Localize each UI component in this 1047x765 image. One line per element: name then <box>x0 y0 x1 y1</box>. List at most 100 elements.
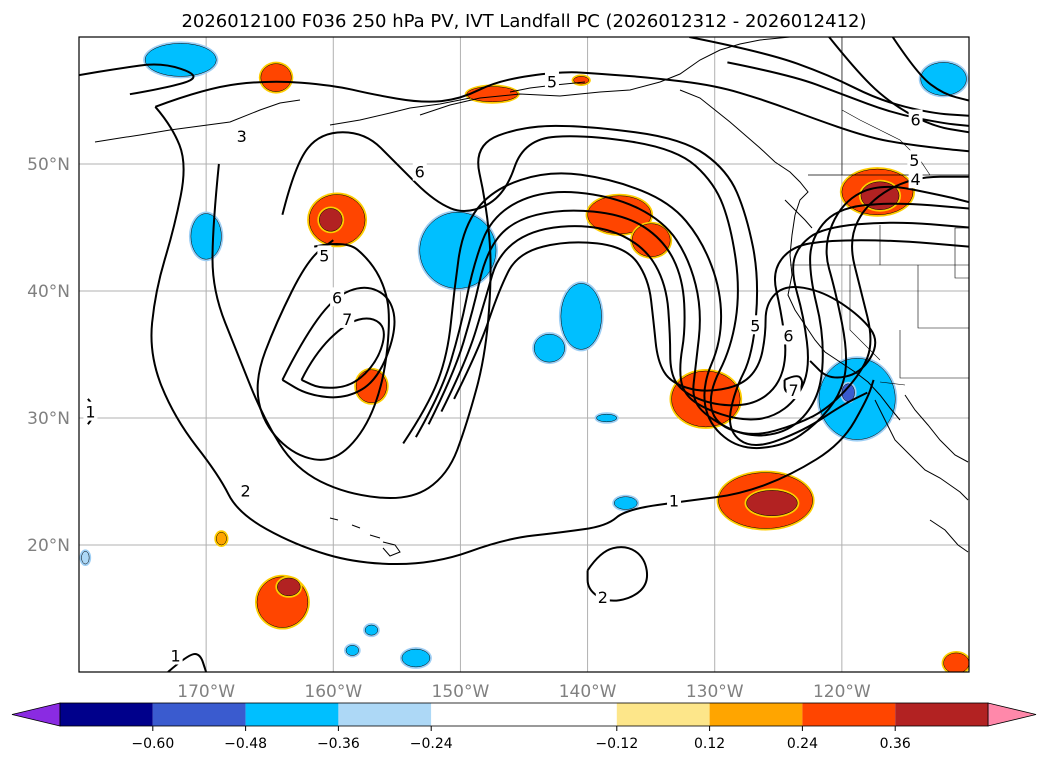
alaska-peninsula <box>329 97 471 126</box>
ivt-contour-line <box>150 106 875 566</box>
ivt-contour-line <box>891 37 969 102</box>
contour-label-bg <box>908 109 923 129</box>
colorbar-bin <box>709 703 803 726</box>
colorbar-bin <box>245 703 339 726</box>
pv-blob <box>260 63 292 92</box>
ivt-contour-line <box>402 172 969 450</box>
contour-label-bg <box>340 308 355 328</box>
pv-blob <box>920 62 967 96</box>
contour-label-bg <box>908 169 923 189</box>
pv-blob <box>533 333 565 363</box>
ivt-contour-line <box>154 71 969 153</box>
lat-tick-label: 40°N <box>27 282 70 302</box>
lon-tick-label: 170°W <box>177 682 235 702</box>
ivt-contour-line <box>440 225 969 413</box>
contour-label: 5 <box>909 151 919 170</box>
pnw-coast <box>787 214 901 421</box>
contour-label-bg <box>412 161 427 181</box>
ivt-contour-line <box>828 37 969 134</box>
ivt-contour-line <box>79 63 195 96</box>
pv-blob <box>573 76 590 85</box>
pv-blob <box>364 624 379 636</box>
lon-tick-label: 160°W <box>304 682 362 702</box>
contour-label: 4 <box>911 170 921 189</box>
colorbar-tick-label: 0.36 <box>880 736 911 752</box>
pv-blob <box>818 358 896 440</box>
colorbar-tick-label: 0.24 <box>787 736 818 752</box>
contour-label: 6 <box>911 111 921 130</box>
pv-blob <box>560 283 602 350</box>
pv-blob <box>419 212 497 289</box>
pv-blob <box>671 370 741 428</box>
pv-blob <box>345 645 359 656</box>
bc-coast <box>679 89 809 216</box>
contour-label-bg <box>786 380 801 400</box>
pv-blob <box>746 490 798 517</box>
pv-blob <box>596 413 618 423</box>
colorbar-tick-label: −0.36 <box>317 736 360 752</box>
ivt-contour-line <box>281 131 969 435</box>
ivt-contour-line <box>281 286 396 399</box>
contour-label: 7 <box>788 381 798 400</box>
contour-label: 3 <box>237 127 247 146</box>
colorbar-tick-label: −0.48 <box>224 736 267 752</box>
ivt-contour-line <box>256 239 390 461</box>
figure-title: 2026012100 F036 250 hPa PV, IVT Landfall… <box>181 11 866 32</box>
pv-blob <box>631 223 671 257</box>
pv-blob <box>943 652 969 672</box>
contour-label-bg <box>667 490 682 510</box>
ivt-contour-line <box>300 317 385 389</box>
contour-label: 5 <box>319 246 329 265</box>
canada-province-borders <box>841 37 931 176</box>
contour-label: 1 <box>171 646 181 665</box>
contour-label-bg <box>330 287 345 307</box>
map-frame <box>78 36 970 673</box>
lat-tick-label: 30°N <box>27 409 70 429</box>
baja-coast <box>874 399 969 501</box>
vancouver-island <box>784 199 813 229</box>
contour-label-bg <box>168 645 183 665</box>
contour-label-bg <box>234 126 249 146</box>
contour-label: 1 <box>85 403 95 422</box>
contour-label: 6 <box>783 326 793 345</box>
mexico-mainland-coast <box>929 519 969 553</box>
map-background <box>79 37 969 672</box>
contour-label-bg <box>595 587 610 607</box>
contour-label-bg <box>238 480 253 500</box>
contour-label: 5 <box>547 72 557 91</box>
contour-label: 2 <box>240 481 250 500</box>
lon-tick-label: 140°W <box>559 682 617 702</box>
pv-blob <box>277 577 301 597</box>
colorbar-bin <box>431 703 617 726</box>
colorbar-tick-label: 0.12 <box>694 736 725 752</box>
lat-tick-label: 20°N <box>27 536 70 556</box>
ivt-contours <box>79 37 969 672</box>
colorbar-tick-label: −0.24 <box>410 736 453 752</box>
colorbar-bin <box>895 703 988 726</box>
lon-tick-label: 120°W <box>813 682 871 702</box>
colorbar-bin <box>616 703 710 726</box>
contour-label-bg <box>781 325 796 345</box>
aleutians <box>94 99 301 143</box>
lat-tick-label: 50°N <box>27 155 70 175</box>
pv-blob <box>190 213 222 260</box>
pv-blob <box>355 369 387 404</box>
contour-label: 1 <box>669 492 679 511</box>
lon-tick-label: 130°W <box>686 682 744 702</box>
pv-blob <box>319 208 343 232</box>
contour-label-bg <box>83 401 98 421</box>
lon-tick-label: 150°W <box>432 682 490 702</box>
contour-label: 2 <box>598 588 608 607</box>
contour-label: 6 <box>332 288 342 307</box>
axis-ticks: 170°W 160°W 150°W 140°W 130°W 120°W 50°N 40°N 30… <box>27 155 871 702</box>
ivt-contour-line <box>415 190 969 438</box>
colorbar-tick-label: −0.60 <box>131 736 174 752</box>
pv-blob <box>614 496 638 510</box>
pv-blob <box>144 43 217 77</box>
kodiak-area <box>509 81 586 93</box>
contour-label: 5 <box>750 316 760 335</box>
pv-blob <box>81 551 90 565</box>
colorbar-outline <box>59 702 989 727</box>
colorbar-bin <box>802 703 896 726</box>
